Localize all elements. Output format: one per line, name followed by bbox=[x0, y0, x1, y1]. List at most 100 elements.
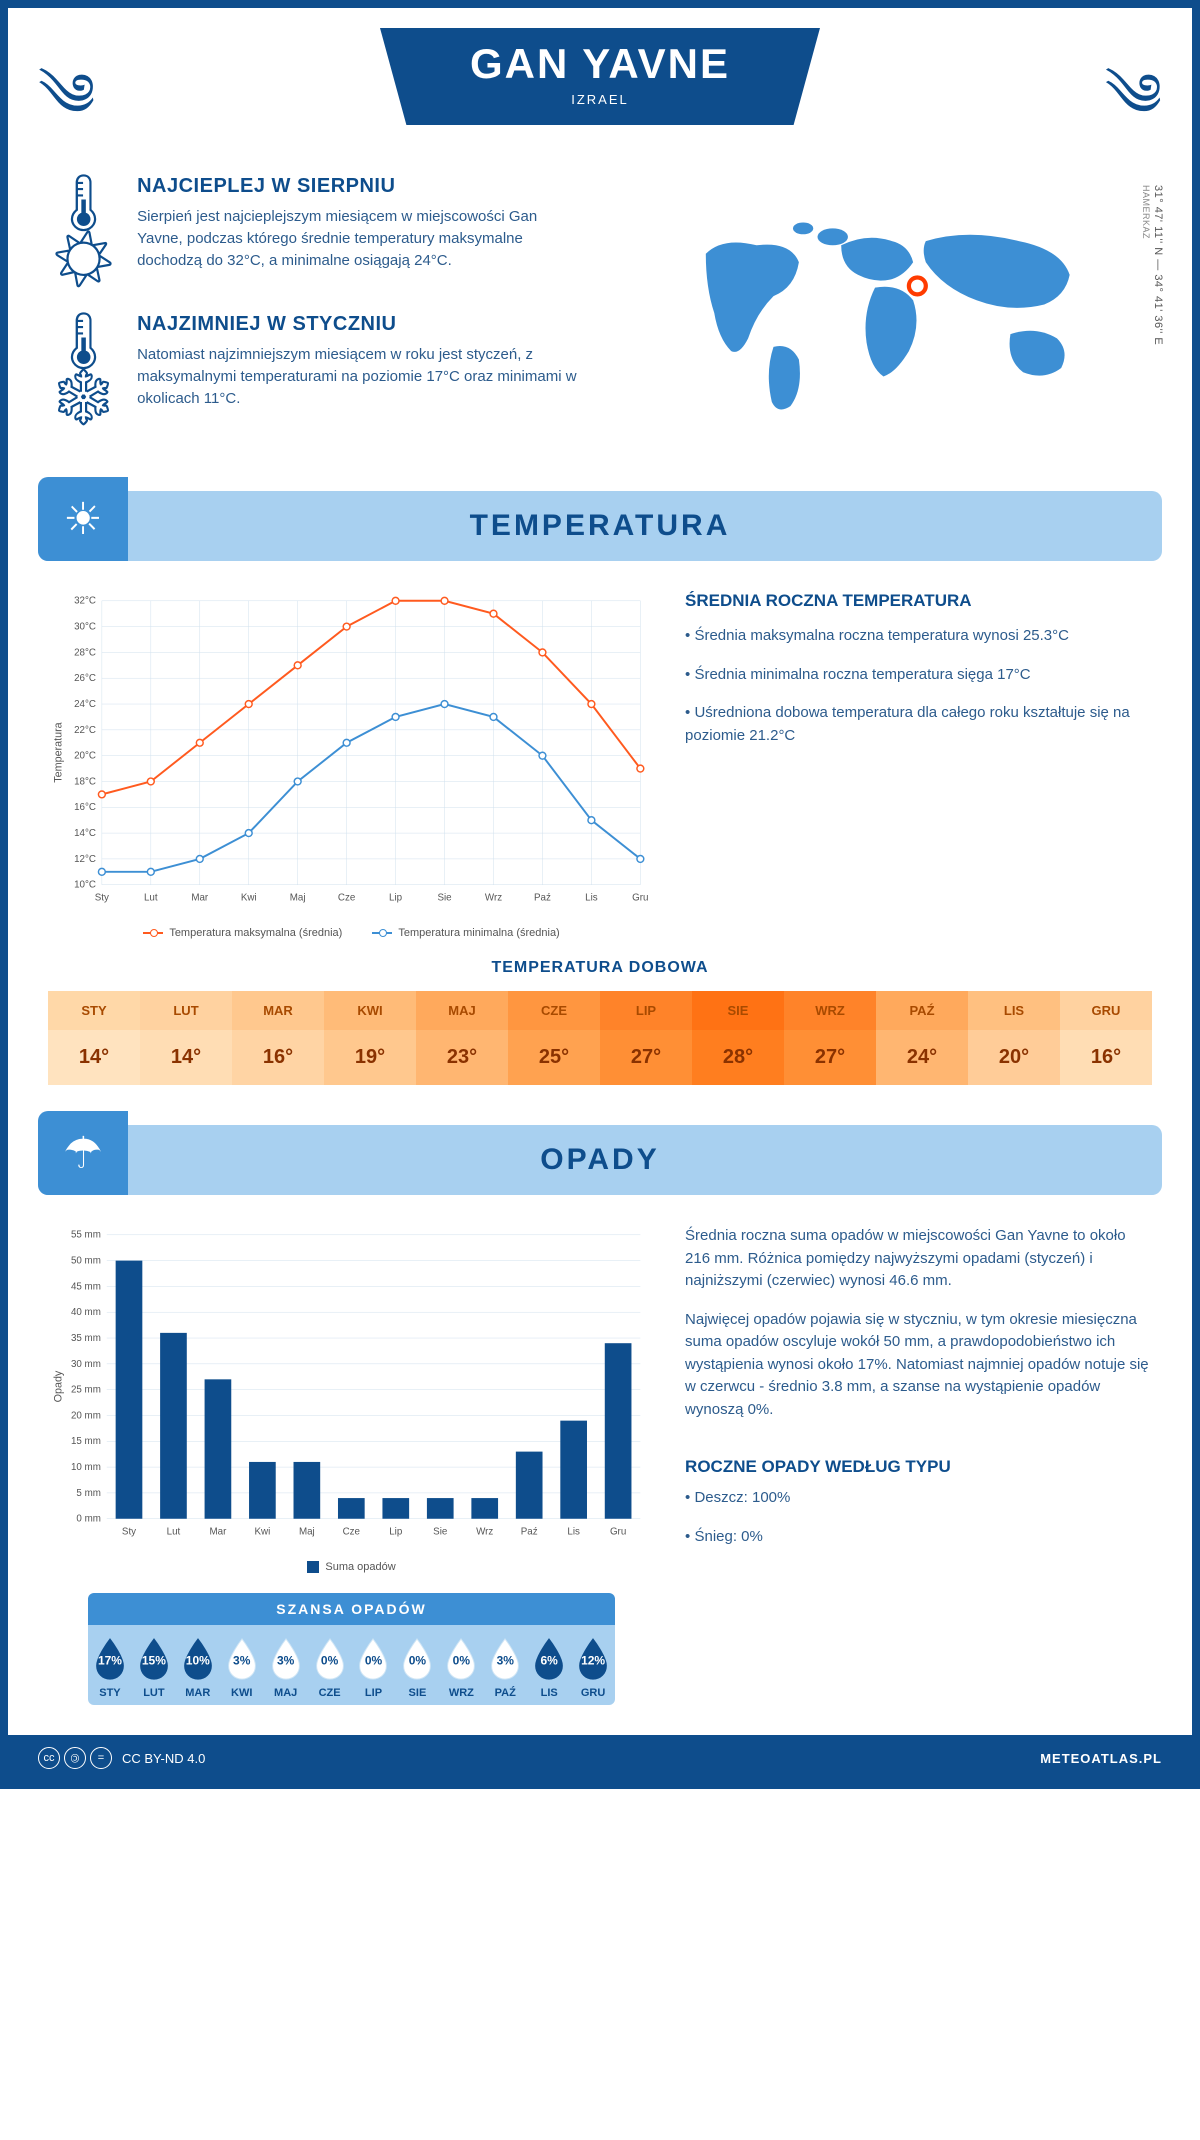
svg-text:Opady: Opady bbox=[53, 1370, 65, 1402]
svg-text:45 mm: 45 mm bbox=[71, 1281, 101, 1292]
svg-text:5 mm: 5 mm bbox=[76, 1488, 100, 1499]
summary-row: 🌡☀ NAJCIEPLEJ W SIERPNIU Sierpień jest n… bbox=[8, 155, 1192, 481]
world-map: 31° 47' 11'' N — 34° 41' 36'' E HAMERKAZ bbox=[615, 175, 1152, 451]
precip-chance-col: 17% STY bbox=[88, 1637, 132, 1699]
warmest-block: 🌡☀ NAJCIEPLEJ W SIERPNIU Sierpień jest n… bbox=[48, 175, 585, 287]
svg-text:20 mm: 20 mm bbox=[71, 1411, 101, 1422]
cc-icon: cc🄯= bbox=[38, 1747, 112, 1769]
svg-text:22°C: 22°C bbox=[74, 725, 96, 736]
svg-text:10°C: 10°C bbox=[74, 880, 96, 891]
footer: cc🄯= CC BY-ND 4.0 METEOATLAS.PL bbox=[8, 1735, 1192, 1781]
svg-text:20°C: 20°C bbox=[74, 751, 96, 762]
svg-text:24°C: 24°C bbox=[74, 699, 96, 710]
svg-text:40 mm: 40 mm bbox=[71, 1307, 101, 1318]
city-name: GAN YAVNE bbox=[470, 40, 730, 88]
thermometer-snow-icon: 🌡❄ bbox=[48, 313, 119, 425]
temp-col: PAŹ 24° bbox=[876, 991, 968, 1085]
svg-text:32°C: 32°C bbox=[74, 596, 96, 607]
coldest-text: Natomiast najzimniejszym miesiącem w rok… bbox=[137, 344, 585, 409]
svg-text:25 mm: 25 mm bbox=[71, 1385, 101, 1396]
coordinates: 31° 47' 11'' N — 34° 41' 36'' E HAMERKAZ bbox=[1140, 185, 1164, 345]
svg-text:Paź: Paź bbox=[521, 1526, 538, 1537]
header: ༄ GAN YAVNE IZRAEL ༄ bbox=[8, 8, 1192, 155]
temp-col: LUT 14° bbox=[140, 991, 232, 1085]
coldest-title: NAJZIMNIEJ W STYCZNIU bbox=[137, 313, 585, 336]
precip-legend: Suma opadów bbox=[48, 1561, 655, 1573]
svg-text:Gru: Gru bbox=[610, 1526, 626, 1537]
temperature-section-header: ☀ TEMPERATURA bbox=[38, 491, 1162, 561]
temp-col: SIE 28° bbox=[692, 991, 784, 1085]
daily-temp-title: TEMPERATURA DOBOWA bbox=[48, 959, 1152, 977]
svg-text:26°C: 26°C bbox=[74, 673, 96, 684]
precip-para-1: Średnia roczna suma opadów w miejscowośc… bbox=[685, 1225, 1152, 1293]
svg-text:18°C: 18°C bbox=[74, 776, 96, 787]
precip-para-2: Najwięcej opadów pojawia się w styczniu,… bbox=[685, 1309, 1152, 1422]
precip-chance-col: 3% MAJ bbox=[264, 1637, 308, 1699]
svg-text:Mar: Mar bbox=[191, 892, 209, 903]
temp-col: MAR 16° bbox=[232, 991, 324, 1085]
precip-chance-title: SZANSA OPADÓW bbox=[88, 1593, 615, 1625]
wind-icon: ༄ bbox=[1105, 28, 1162, 197]
svg-text:30°C: 30°C bbox=[74, 622, 96, 633]
precip-chance-col: 0% CZE bbox=[308, 1637, 352, 1699]
svg-text:Cze: Cze bbox=[343, 1526, 360, 1537]
precip-chance-col: 3% PAŹ bbox=[483, 1637, 527, 1699]
precip-chance-col: 12% GRU bbox=[571, 1637, 615, 1699]
country-name: IZRAEL bbox=[470, 92, 730, 107]
temp-col: KWI 19° bbox=[324, 991, 416, 1085]
license-text: CC BY-ND 4.0 bbox=[122, 1751, 205, 1766]
svg-text:0 mm: 0 mm bbox=[76, 1514, 100, 1525]
temperature-summary: ŚREDNIA ROCZNA TEMPERATURA • Średnia mak… bbox=[685, 591, 1152, 939]
temp-col: WRZ 27° bbox=[784, 991, 876, 1085]
avg-min: • Średnia minimalna roczna temperatura s… bbox=[685, 664, 1152, 687]
precip-type-title: ROCZNE OPADY WEDŁUG TYPU bbox=[685, 1457, 1152, 1477]
temperature-title: TEMPERATURA bbox=[38, 509, 1162, 543]
temp-legend: Temperatura maksymalna (średnia) Tempera… bbox=[48, 927, 655, 939]
svg-text:35 mm: 35 mm bbox=[71, 1333, 101, 1344]
svg-text:Lip: Lip bbox=[389, 892, 403, 903]
svg-text:Lis: Lis bbox=[567, 1526, 580, 1537]
temp-col: STY 14° bbox=[48, 991, 140, 1085]
svg-text:Sie: Sie bbox=[437, 892, 451, 903]
precip-chance-col: 0% SIE bbox=[395, 1637, 439, 1699]
svg-text:Mar: Mar bbox=[209, 1526, 227, 1537]
avg-daily: • Uśredniona dobowa temperatura dla całe… bbox=[685, 702, 1152, 747]
temp-col: GRU 16° bbox=[1060, 991, 1152, 1085]
svg-text:Sty: Sty bbox=[122, 1526, 136, 1537]
svg-text:Lut: Lut bbox=[144, 892, 158, 903]
warmest-text: Sierpień jest najcieplejszym miesiącem w… bbox=[137, 206, 585, 271]
precip-chance-col: 0% LIP bbox=[352, 1637, 396, 1699]
svg-text:28°C: 28°C bbox=[74, 647, 96, 658]
precip-chance-col: 3% KWI bbox=[220, 1637, 264, 1699]
svg-text:Paź: Paź bbox=[534, 892, 551, 903]
precip-chance-table: SZANSA OPADÓW 17% STY 15% LUT 10% MAR 3% bbox=[88, 1593, 615, 1705]
precipitation-chart: 0 mm5 mm10 mm15 mm20 mm25 mm30 mm35 mm40… bbox=[48, 1225, 655, 1715]
svg-text:Lut: Lut bbox=[167, 1526, 181, 1537]
coldest-block: 🌡❄ NAJZIMNIEJ W STYCZNIU Natomiast najzi… bbox=[48, 313, 585, 425]
precipitation-summary: Średnia roczna suma opadów w miejscowośc… bbox=[685, 1225, 1152, 1715]
precip-chance-col: 15% LUT bbox=[132, 1637, 176, 1699]
svg-text:Wrz: Wrz bbox=[485, 892, 502, 903]
svg-text:Maj: Maj bbox=[290, 892, 306, 903]
precip-chance-col: 10% MAR bbox=[176, 1637, 220, 1699]
precip-snow: • Śnieg: 0% bbox=[685, 1526, 1152, 1549]
svg-text:Sie: Sie bbox=[433, 1526, 447, 1537]
svg-text:Cze: Cze bbox=[338, 892, 355, 903]
site-name: METEOATLAS.PL bbox=[1040, 1751, 1162, 1766]
svg-text:16°C: 16°C bbox=[74, 802, 96, 813]
svg-text:55 mm: 55 mm bbox=[71, 1230, 101, 1241]
warmest-title: NAJCIEPLEJ W SIERPNIU bbox=[137, 175, 585, 198]
svg-text:Sty: Sty bbox=[95, 892, 109, 903]
svg-text:Gru: Gru bbox=[632, 892, 648, 903]
temp-col: LIP 27° bbox=[600, 991, 692, 1085]
precipitation-title: OPADY bbox=[38, 1143, 1162, 1177]
svg-text:14°C: 14°C bbox=[74, 828, 96, 839]
avg-annual-title: ŚREDNIA ROCZNA TEMPERATURA bbox=[685, 591, 1152, 611]
umbrella-icon: ☂ bbox=[38, 1111, 128, 1195]
title-banner: GAN YAVNE IZRAEL bbox=[380, 28, 820, 125]
svg-text:Kwi: Kwi bbox=[255, 1526, 271, 1537]
svg-text:30 mm: 30 mm bbox=[71, 1359, 101, 1370]
svg-text:12°C: 12°C bbox=[74, 854, 96, 865]
svg-text:Temperatura: Temperatura bbox=[53, 722, 65, 782]
svg-text:Maj: Maj bbox=[299, 1526, 315, 1537]
